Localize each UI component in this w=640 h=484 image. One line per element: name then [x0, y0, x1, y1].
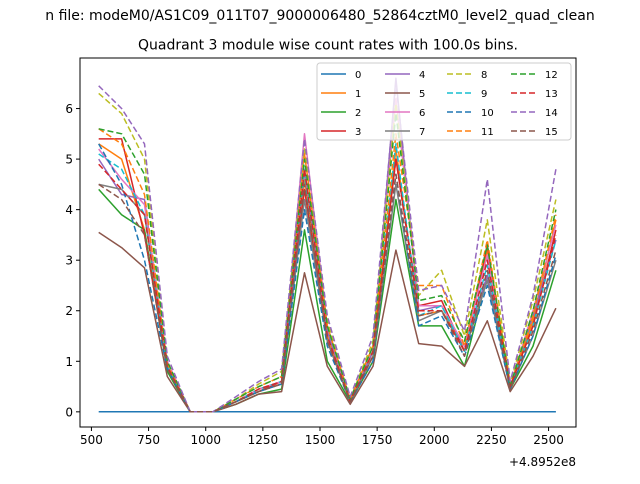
y-tick-label: 4 [65, 203, 73, 217]
legend-label-11: 11 [481, 127, 494, 138]
legend-label-6: 6 [419, 108, 425, 119]
legend-label-1: 1 [355, 89, 361, 100]
legend-label-3: 3 [355, 127, 361, 138]
series-line-5 [98, 231, 557, 413]
x-axis-offset-label: +4.8952e8 [509, 455, 576, 469]
figure-suptitle: n file: modeM0/AS1C09_011T07_9000006480_… [45, 8, 594, 24]
legend-label-12: 12 [545, 70, 558, 81]
legend-label-9: 9 [481, 89, 487, 100]
legend-label-0: 0 [355, 70, 361, 81]
y-tick-label: 2 [65, 304, 73, 318]
y-tick-label: 3 [65, 254, 73, 268]
legend-label-10: 10 [481, 108, 494, 119]
legend-label-13: 13 [545, 89, 558, 100]
y-tick-label: 6 [65, 102, 73, 116]
series-line-15 [98, 173, 557, 413]
legend-label-4: 4 [419, 70, 425, 81]
x-tick-label: 1750 [362, 433, 393, 447]
x-tick-label: 500 [80, 433, 103, 447]
x-tick-label: 1500 [305, 433, 336, 447]
x-tick-label: 1250 [248, 433, 279, 447]
series-lines [98, 77, 557, 413]
x-tick-label: 2000 [419, 433, 450, 447]
x-tick-label: 2250 [476, 433, 507, 447]
plot-frame [79, 57, 577, 428]
legend-label-7: 7 [419, 127, 425, 138]
legend-label-5: 5 [419, 89, 425, 100]
x-tick-label: 2500 [533, 433, 564, 447]
x-axis: 500 750 1000 1250 1500 1750 2000 2250 2500 [80, 427, 564, 447]
legend-label-2: 2 [355, 108, 361, 119]
y-tick-label: 5 [65, 153, 73, 167]
series-line-14 [98, 82, 557, 413]
legend-label-15: 15 [545, 127, 558, 138]
chart-title: Quadrant 3 module wise count rates with … [138, 38, 518, 54]
y-tick-label: 1 [65, 355, 73, 369]
series-line-12 [98, 112, 557, 413]
legend-box [316, 62, 572, 141]
legend-label-8: 8 [481, 70, 487, 81]
y-axis: 0 1 2 3 4 5 6 [65, 102, 80, 419]
x-tick-label: 750 [137, 433, 160, 447]
legend-label-14: 14 [545, 108, 558, 119]
x-tick-label: 1000 [190, 433, 221, 447]
y-tick-label: 0 [65, 405, 73, 419]
